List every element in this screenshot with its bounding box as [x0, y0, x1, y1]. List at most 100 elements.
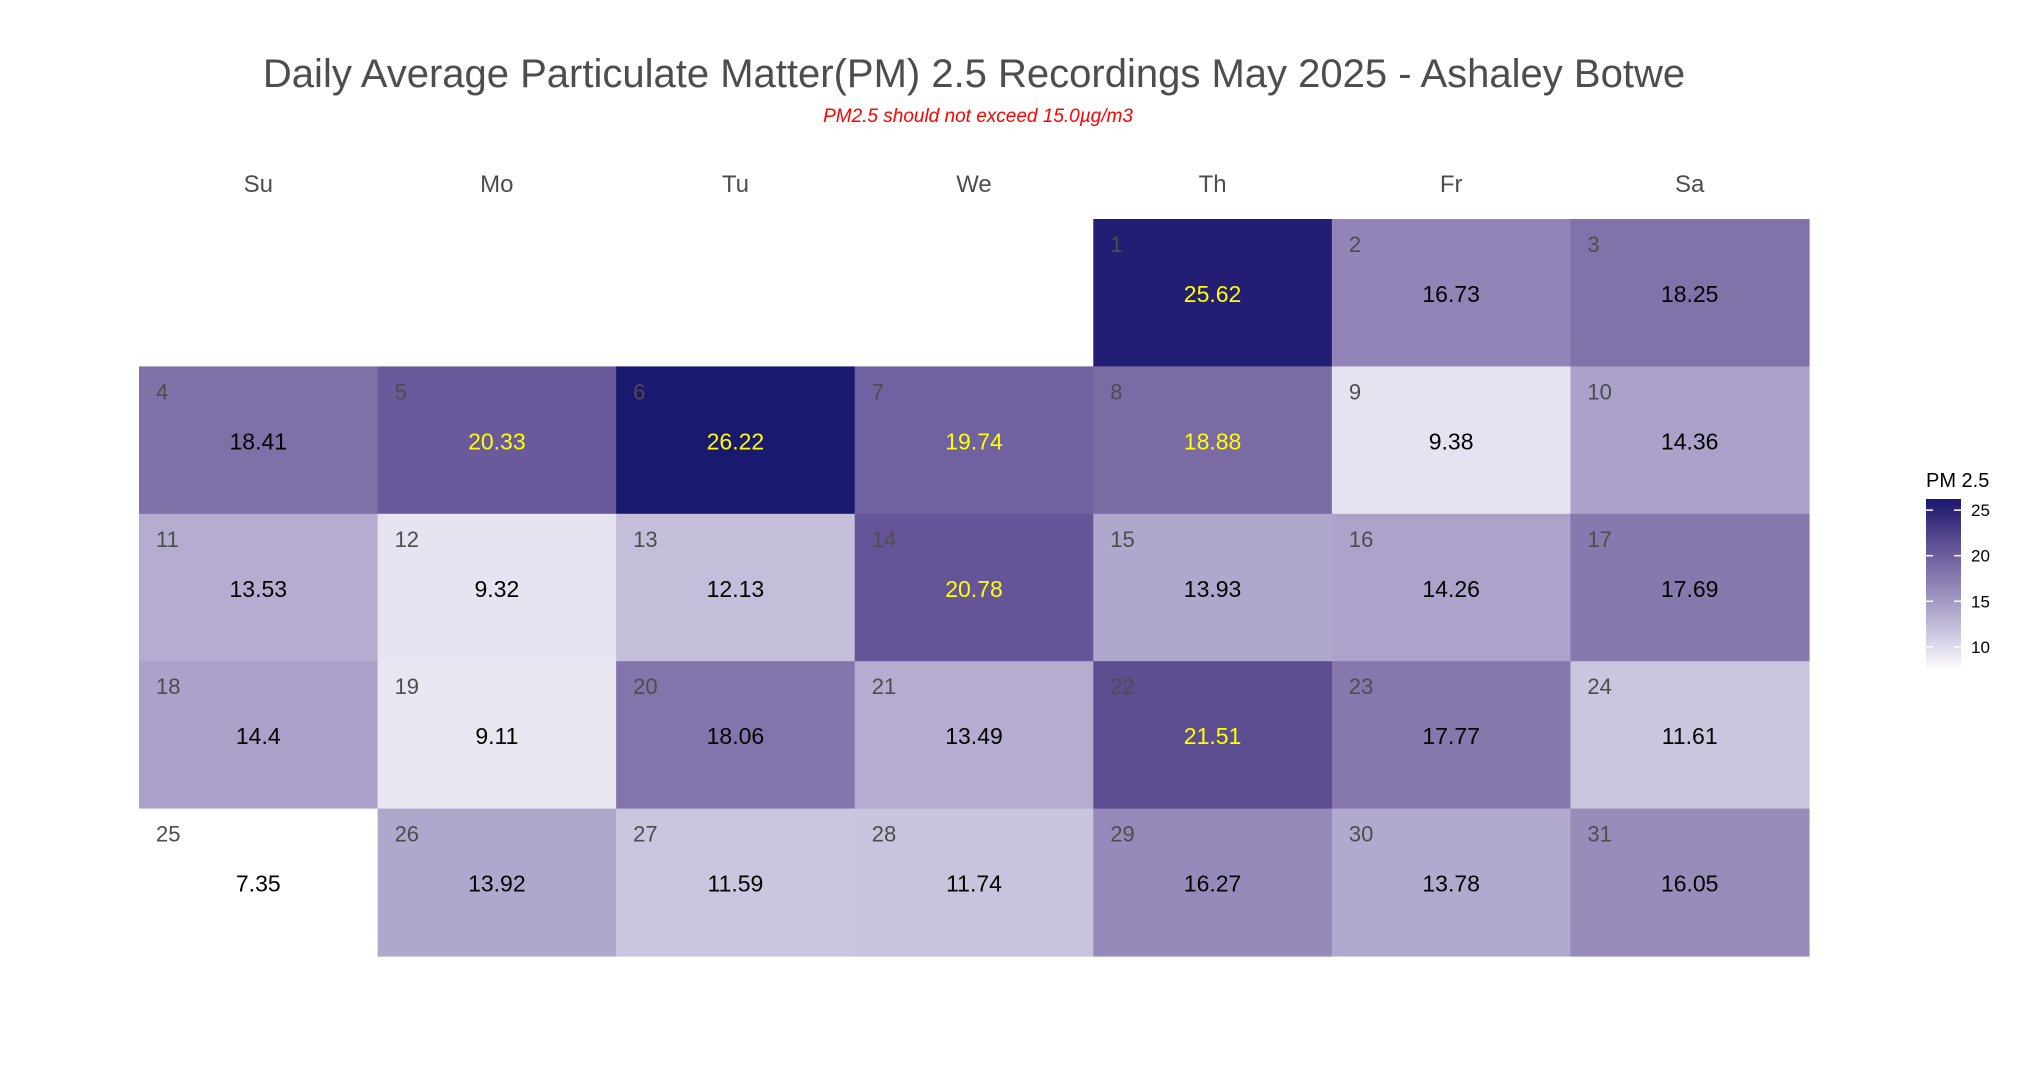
day-cell-tile [377, 808, 617, 957]
day-value-label: 20.78 [945, 576, 1003, 602]
day-value-label: 18.88 [1184, 428, 1242, 454]
day-cell-tile [1570, 219, 1810, 367]
day-number: 4 [156, 379, 168, 404]
day-number: 8 [1110, 379, 1122, 404]
weekday-label-su: Su [244, 171, 273, 198]
day-cell-tile [1331, 366, 1572, 515]
day-value-label: 7.35 [236, 871, 281, 897]
day-cell-tile [377, 661, 617, 810]
day-value-label: 13.93 [1184, 576, 1242, 602]
day-number: 23 [1349, 674, 1373, 699]
day-cell: 26 13.92 [377, 808, 617, 957]
day-number: 18 [156, 674, 180, 699]
day-cell: 418.41 [139, 366, 379, 515]
weekday-label-fr: Fr [1440, 171, 1463, 198]
day-cell: 27 11.59 [616, 808, 856, 957]
day-number: 14 [872, 527, 896, 552]
weekday-label-sa: Sa [1675, 171, 1705, 198]
day-number: 15 [1110, 527, 1134, 552]
weekday-label-th: Th [1199, 171, 1227, 198]
day-cell: 24 11.61 [1570, 661, 1810, 810]
day-cell-tile [1570, 661, 1810, 810]
legend-ticks: 10 15 20 25 [1926, 501, 1990, 657]
day-cell-tile [616, 366, 856, 515]
day-value-label: 11.74 [946, 871, 1002, 897]
day-value-label: 19.74 [945, 428, 1003, 454]
day-cell: 21 13.49 [854, 661, 1094, 810]
day-number: 22 [1110, 674, 1134, 699]
day-number: 12 [395, 527, 419, 552]
day-cell: 23 17.77 [1331, 661, 1572, 810]
day-value-label: 9.32 [474, 576, 519, 602]
day-value-label: 11.61 [1662, 723, 1718, 749]
day-value-label: 13.92 [468, 871, 526, 897]
day-cell-tile [1570, 513, 1810, 662]
day-number: 31 [1587, 822, 1611, 847]
day-cell-tile [139, 661, 379, 810]
legend-tick-label: 20 [1971, 547, 1990, 566]
day-value-label: 26.22 [707, 428, 765, 454]
day-value-label: 21.51 [1184, 723, 1242, 749]
day-cell: 30 13.78 [1331, 808, 1572, 957]
day-number: 2 [1349, 232, 1361, 257]
day-cell-tile [1093, 219, 1333, 367]
day-value-label: 13.78 [1422, 871, 1480, 897]
day-cell-tile [616, 513, 856, 662]
legend-tick-label: 25 [1971, 501, 1990, 520]
day-value-label: 14.26 [1422, 576, 1480, 602]
day-number: 24 [1587, 674, 1611, 699]
day-cell: 318.25 [1570, 219, 1810, 367]
day-value-label: 18.41 [230, 428, 288, 454]
day-cell-tile [1570, 808, 1810, 957]
day-value-label: 13.53 [230, 576, 288, 602]
day-cell: 125.62 [1093, 219, 1333, 367]
day-number: 9 [1349, 379, 1361, 404]
day-value-label: 12.13 [707, 576, 765, 602]
day-value-label: 20.33 [468, 428, 526, 454]
day-cell: 20 18.06 [616, 661, 856, 810]
legend-tick-label: 10 [1971, 638, 1990, 657]
day-number: 6 [633, 379, 645, 404]
day-cell: 257.35 [139, 808, 379, 957]
day-number: 27 [633, 822, 657, 847]
day-cell: 719.74 [854, 366, 1094, 515]
day-value-label: 18.25 [1661, 281, 1719, 307]
weekday-label-tu: Tu [722, 171, 749, 198]
day-value-label: 16.05 [1661, 871, 1719, 897]
day-cell-tile [1570, 366, 1810, 515]
day-cell: 199.11 [377, 661, 617, 810]
day-number: 26 [395, 822, 419, 847]
day-cell: 99.38 [1331, 366, 1572, 515]
chart-subtitle: PM2.5 should not exceed 15.0µg/m3 [823, 106, 1133, 127]
day-cell: 17 17.69 [1570, 513, 1810, 662]
day-cell: 13 12.13 [616, 513, 856, 662]
day-number: 16 [1349, 527, 1373, 552]
day-value-label: 11.59 [707, 871, 763, 897]
day-cell: 216.73 [1331, 219, 1572, 367]
day-value-label: 9.11 [475, 723, 518, 749]
day-value-label: 16.27 [1184, 871, 1242, 897]
day-cell-tile [139, 513, 379, 662]
day-cell: 11 13.53 [139, 513, 379, 662]
day-number: 30 [1349, 822, 1373, 847]
day-cell-tile [854, 513, 1094, 662]
legend-title: PM 2.5 [1926, 470, 1989, 492]
day-cell: 129.32 [377, 513, 617, 662]
day-cell-tile [139, 366, 379, 515]
day-value-label: 14.4 [236, 723, 281, 749]
day-cell-tile [1331, 219, 1572, 367]
day-number: 29 [1110, 822, 1134, 847]
day-cell: 22 21.51 [1093, 661, 1333, 810]
day-cell-tile [1093, 661, 1333, 810]
weekday-label-we: We [956, 171, 992, 198]
legend-colorbar [1926, 499, 1961, 671]
day-cell-tile [616, 661, 856, 810]
day-cell-tile [1331, 808, 1572, 957]
day-cell: 10 14.36 [1570, 366, 1810, 515]
day-number: 17 [1587, 527, 1611, 552]
day-cell: 818.88 [1093, 366, 1333, 515]
day-value-label: 14.36 [1661, 428, 1719, 454]
day-number: 7 [872, 379, 884, 404]
day-cell: 15 13.93 [1093, 513, 1333, 662]
